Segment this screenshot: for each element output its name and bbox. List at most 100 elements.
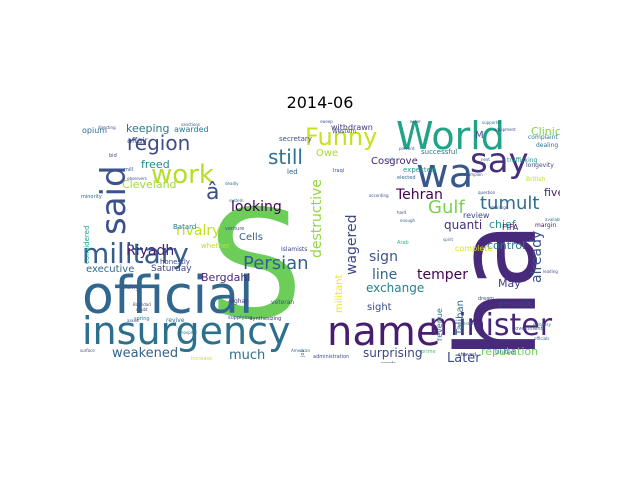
cloud-word: Saturday: [151, 264, 192, 274]
cloud-word: control: [487, 239, 525, 252]
cloud-word: insurgency: [82, 309, 290, 353]
cloud-word: American: [291, 348, 311, 353]
cloud-word: doubt: [136, 307, 148, 312]
cloud-word: spring: [134, 316, 150, 322]
cloud-word: Batard: [173, 223, 196, 231]
cloud-word: minority: [81, 194, 102, 200]
cloud-word: Arab: [397, 240, 409, 246]
cloud-word: available: [545, 217, 560, 222]
cloud-word: militant: [334, 275, 345, 313]
cloud-word: Western: [332, 128, 357, 135]
cloud-word: prevent: [399, 146, 415, 151]
cloud-word: next: [481, 157, 490, 162]
cloud-word: looking: [231, 199, 282, 215]
cloud-word: Gulf: [428, 197, 465, 218]
cloud-word: champion: [463, 172, 483, 177]
cloud-word: ha: [433, 222, 560, 359]
cloud-word: complaint: [528, 134, 558, 141]
cloud-word: operate: [458, 321, 474, 326]
cloud-word: sight: [367, 302, 392, 313]
cloud-word: administration: [313, 354, 349, 360]
cloud-word: affair: [127, 136, 149, 145]
cloud-word: sign: [369, 249, 398, 265]
cloud-word: prime: [421, 349, 436, 355]
cloud-word: mill: [124, 167, 133, 173]
cloud-word: S: [208, 179, 303, 353]
cloud-word: Clinic: [531, 125, 560, 138]
cloud-word: hard: [397, 210, 407, 215]
cloud-word: region: [127, 131, 190, 155]
cloud-word: rivalry: [176, 223, 220, 239]
cloud-word: FIFA: [502, 223, 519, 232]
cloud-word: embassy: [533, 322, 552, 327]
cloud-word: keeping: [126, 122, 170, 135]
cloud-word: Tehran: [395, 187, 443, 203]
cloud-word: said: [94, 165, 134, 235]
cloud-word: work: [151, 160, 214, 190]
cloud-word: dream: [478, 296, 494, 302]
cloud-word: trafficking: [507, 157, 538, 164]
cloud-word: weakened: [112, 346, 178, 361]
cloud-word: led: [287, 168, 298, 176]
cloud-word: United: [495, 349, 515, 356]
cloud-word: dealing: [536, 142, 558, 149]
cloud-word: freed: [141, 158, 170, 171]
cloud-word: destructive: [309, 179, 325, 258]
cloud-word: whether: [201, 242, 230, 250]
cloud-word: observers: [127, 176, 147, 181]
cloud-word: officials: [534, 336, 549, 341]
cloud-word: World: [396, 117, 505, 158]
cloud-word: Later: [447, 351, 481, 363]
cloud-word: supporter: [482, 120, 502, 125]
cloud-word: Afghan: [228, 298, 249, 305]
cloud-word: Taliban: [455, 300, 466, 336]
cloud-word: M: [475, 130, 484, 141]
cloud-word: Owe: [316, 148, 338, 159]
cloud-word: five: [544, 186, 560, 199]
cloud-word: surprising: [363, 346, 422, 360]
cloud-word: Cells: [239, 232, 263, 243]
cloud-word: sweep: [320, 119, 333, 124]
cloud-word: hospital: [181, 330, 197, 335]
cloud-word: line: [372, 267, 397, 283]
cloud-word: Rising: [121, 284, 139, 291]
cloud-word: official: [82, 266, 253, 326]
cloud-word: enough: [400, 218, 416, 223]
cloud-word: shoved: [458, 352, 476, 358]
cloud-word: equipment: [494, 127, 516, 132]
cloud-word: system: [229, 198, 244, 203]
cloud-word: secretary: [279, 135, 312, 143]
cloud-word: margin: [535, 222, 556, 229]
cloud-word: Persian: [243, 253, 309, 274]
cloud-word: â: [206, 180, 219, 205]
cloud-word: Bergdahl: [201, 271, 250, 284]
cloud-word: complete: [455, 244, 492, 253]
cloud-word: name: [327, 309, 440, 355]
cloud-word: surface: [80, 348, 95, 353]
cloud-word: Funny: [305, 123, 377, 151]
cloud-word: sanctions: [181, 122, 200, 127]
cloud-word: exchange: [366, 281, 424, 295]
cloud-word: government: [512, 326, 543, 332]
cloud-word: Islamists: [281, 246, 307, 253]
cloud-word: awarded: [174, 125, 209, 134]
cloud-word: executive: [86, 264, 134, 275]
cloud-word: supplying: [228, 315, 252, 321]
cloud-word: asked: [127, 318, 139, 323]
cloud-word: synthesizing: [250, 316, 281, 322]
cloud-word: Riyadh: [126, 243, 174, 259]
cloud-word: longevity: [526, 162, 554, 169]
cloud-word: job: [300, 349, 306, 358]
cloud-word: elected: [397, 175, 416, 181]
cloud-word: dealings: [491, 205, 508, 210]
cloud-word: according: [369, 193, 389, 198]
cloud-word: venture: [225, 226, 244, 232]
cloud-word: say: [470, 141, 529, 181]
cloud-word: Baghdad: [133, 302, 151, 307]
cloud-word: chief: [489, 218, 517, 231]
cloud-word: bid: [109, 153, 117, 159]
cloud-word: already: [529, 231, 545, 283]
cloud-word: military: [82, 237, 189, 270]
cloud-word: British: [526, 176, 545, 183]
cloud-word: withdrawn: [331, 123, 373, 132]
